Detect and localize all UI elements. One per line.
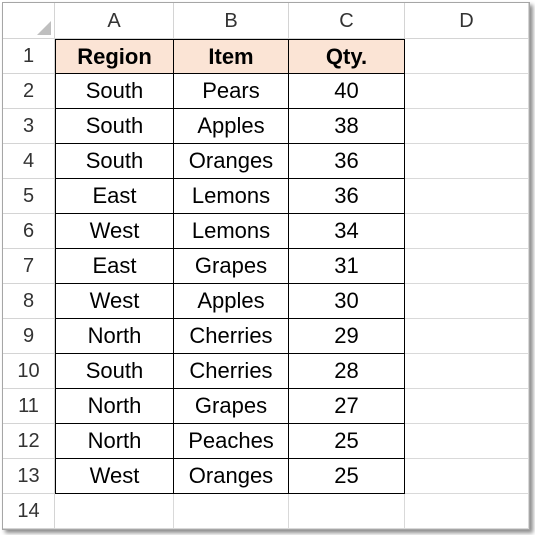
cell-d13[interactable]: [405, 459, 529, 494]
cell-a6[interactable]: West: [55, 214, 174, 249]
cell-c9[interactable]: 29: [289, 319, 405, 354]
cell-a8[interactable]: West: [55, 284, 174, 319]
cell-c8[interactable]: 30: [289, 284, 405, 319]
row-header-14[interactable]: 14: [3, 494, 55, 529]
cell-a12[interactable]: North: [55, 424, 174, 459]
row-header-1[interactable]: 1: [3, 39, 55, 74]
cell-c10[interactable]: 28: [289, 354, 405, 389]
row-header-9[interactable]: 9: [3, 319, 55, 354]
cell-a13[interactable]: West: [55, 459, 174, 494]
cell-c5[interactable]: 36: [289, 179, 405, 214]
cell-b5[interactable]: Lemons: [174, 179, 289, 214]
cell-c12[interactable]: 25: [289, 424, 405, 459]
cell-a10[interactable]: South: [55, 354, 174, 389]
row-header-10[interactable]: 10: [3, 354, 55, 389]
row-header-2[interactable]: 2: [3, 74, 55, 109]
cell-d11[interactable]: [405, 389, 529, 424]
cell-c3[interactable]: 38: [289, 109, 405, 144]
cell-b11[interactable]: Grapes: [174, 389, 289, 424]
row-header-5[interactable]: 5: [3, 179, 55, 214]
select-all-triangle-icon: [37, 21, 51, 35]
cell-b13[interactable]: Oranges: [174, 459, 289, 494]
row-header-6[interactable]: 6: [3, 214, 55, 249]
table-header-region[interactable]: Region: [55, 39, 174, 74]
cell-b6[interactable]: Lemons: [174, 214, 289, 249]
cell-a9[interactable]: North: [55, 319, 174, 354]
table-header-item[interactable]: Item: [174, 39, 289, 74]
column-header-d[interactable]: D: [405, 3, 529, 39]
cell-d2[interactable]: [405, 74, 529, 109]
cell-c14[interactable]: [289, 494, 405, 529]
cell-a11[interactable]: North: [55, 389, 174, 424]
cell-b8[interactable]: Apples: [174, 284, 289, 319]
cell-d9[interactable]: [405, 319, 529, 354]
table-header-qty[interactable]: Qty.: [289, 39, 405, 74]
cell-b7[interactable]: Grapes: [174, 249, 289, 284]
spreadsheet-window: A B C D 1 2 3 4 5 6 7 8 9 10 11 12 13 14 Region Item Qty. Sou…: [2, 2, 530, 530]
cell-a4[interactable]: South: [55, 144, 174, 179]
cell-b10[interactable]: Cherries: [174, 354, 289, 389]
cell-b12[interactable]: Peaches: [174, 424, 289, 459]
cell-d1[interactable]: [405, 39, 529, 74]
select-all-corner[interactable]: [3, 3, 55, 39]
row-header-13[interactable]: 13: [3, 459, 55, 494]
cell-c11[interactable]: 27: [289, 389, 405, 424]
cell-b2[interactable]: Pears: [174, 74, 289, 109]
cell-d10[interactable]: [405, 354, 529, 389]
column-header-b[interactable]: B: [174, 3, 289, 39]
row-header-8[interactable]: 8: [3, 284, 55, 319]
column-header-c[interactable]: C: [289, 3, 405, 39]
row-header-11[interactable]: 11: [3, 389, 55, 424]
cell-a3[interactable]: South: [55, 109, 174, 144]
cell-d3[interactable]: [405, 109, 529, 144]
cell-b4[interactable]: Oranges: [174, 144, 289, 179]
cell-d8[interactable]: [405, 284, 529, 319]
row-header-12[interactable]: 12: [3, 424, 55, 459]
cell-c6[interactable]: 34: [289, 214, 405, 249]
cell-b9[interactable]: Cherries: [174, 319, 289, 354]
cell-c13[interactable]: 25: [289, 459, 405, 494]
cell-d12[interactable]: [405, 424, 529, 459]
cell-a2[interactable]: South: [55, 74, 174, 109]
cell-a5[interactable]: East: [55, 179, 174, 214]
cell-a14[interactable]: [55, 494, 174, 529]
cell-c2[interactable]: 40: [289, 74, 405, 109]
row-header-7[interactable]: 7: [3, 249, 55, 284]
cell-d7[interactable]: [405, 249, 529, 284]
cell-c4[interactable]: 36: [289, 144, 405, 179]
row-header-4[interactable]: 4: [3, 144, 55, 179]
cell-d4[interactable]: [405, 144, 529, 179]
cell-c7[interactable]: 31: [289, 249, 405, 284]
cell-d14[interactable]: [405, 494, 529, 529]
spreadsheet-grid: A B C D 1 2 3 4 5 6 7 8 9 10 11 12 13 14 Region Item Qty. Sou…: [3, 3, 529, 529]
cell-b14[interactable]: [174, 494, 289, 529]
cell-b3[interactable]: Apples: [174, 109, 289, 144]
cell-d5[interactable]: [405, 179, 529, 214]
cell-a7[interactable]: East: [55, 249, 174, 284]
cell-d6[interactable]: [405, 214, 529, 249]
column-header-a[interactable]: A: [55, 3, 174, 39]
row-header-3[interactable]: 3: [3, 109, 55, 144]
